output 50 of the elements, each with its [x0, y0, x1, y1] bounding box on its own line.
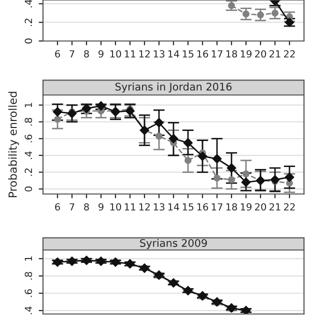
x-tick-label: 14 [168, 50, 180, 58]
y-tick-label: .4 [24, 151, 32, 160]
x-tick-label: 10 [110, 50, 122, 58]
x-tick-label: 13 [154, 203, 164, 211]
x-tick-label: 21 [270, 203, 280, 210]
x-tick-label: 17 [212, 50, 222, 58]
x-tick-label: 9 [98, 203, 104, 211]
x-tick-label: 11 [124, 203, 136, 210]
x-tick-label: 7 [70, 203, 74, 210]
x-tick-label: 21 [270, 50, 280, 58]
x-tick-label: 8 [84, 203, 89, 211]
y-tick-label: .6 [24, 289, 32, 297]
y-tick-label: .2 [24, 18, 32, 26]
y-tick-label: 0 [24, 38, 32, 44]
y-tick-label: 0 [24, 186, 32, 192]
x-tick-label: 11 [124, 50, 136, 58]
x-tick-label: 15 [182, 50, 194, 58]
x-tick-label: 16 [197, 203, 208, 211]
x-tick-label: 6 [55, 50, 60, 58]
x-tick-label: 20 [255, 50, 266, 58]
y-tick-label: 1 [24, 256, 32, 261]
chart-title: Syrians 2009 [140, 238, 207, 249]
y-axis-title: Probability enrolled [8, 92, 20, 198]
x-tick-label: 8 [84, 50, 89, 58]
x-tick-label: 7 [70, 50, 74, 58]
x-tick-label: 18 [226, 50, 238, 58]
x-tick-label: 10 [110, 203, 122, 211]
y-tick-label: .4 [24, 306, 32, 314]
y-tick-label: .8 [24, 118, 32, 126]
x-tick-label: 6 [55, 203, 60, 211]
chart-title: Syrians in Jordan 2016 [115, 82, 232, 93]
x-tick-label: 19 [240, 203, 252, 211]
y-tick-label: 1 [24, 102, 32, 108]
x-tick-label: 22 [284, 203, 295, 210]
x-tick-label: 9 [98, 50, 104, 58]
y-tick-label: .8 [24, 272, 32, 280]
y-tick-label: .2 [24, 168, 32, 176]
x-tick-label: 12 [139, 50, 150, 58]
x-tick-label: 17 [212, 203, 222, 210]
x-tick-label: 19 [240, 50, 252, 58]
x-tick-label: 13 [154, 50, 164, 58]
y-tick-label: .4 [24, 0, 32, 8]
x-tick-label: 12 [139, 203, 150, 210]
x-tick-label: 15 [182, 203, 194, 211]
x-tick-label: 22 [284, 50, 295, 58]
x-tick-label: 16 [197, 50, 208, 58]
x-tick-label: 14 [168, 203, 180, 210]
y-tick-label: .6 [24, 134, 32, 142]
x-tick-label: 20 [255, 203, 266, 211]
x-tick-label: 18 [226, 203, 238, 211]
